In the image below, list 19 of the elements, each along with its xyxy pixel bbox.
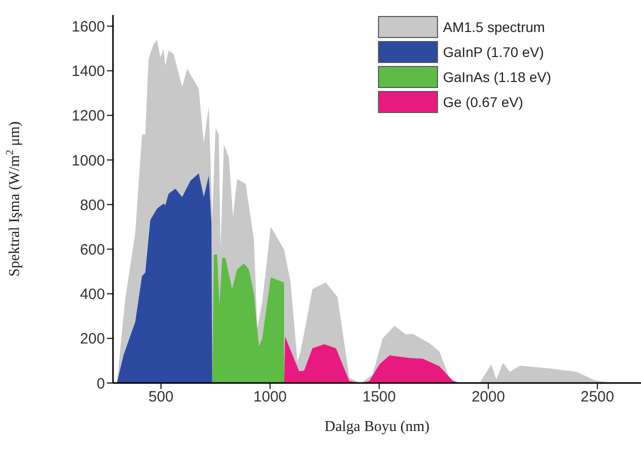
x-tick-label: 1500	[362, 388, 396, 406]
x-tick-label: 500	[148, 388, 174, 406]
y-tick-label: 400	[80, 286, 105, 304]
legend-label: AM1.5 spectrum	[443, 18, 545, 34]
legend-label: GaInP (1.70 eV)	[443, 44, 544, 60]
y-tick-label: 200	[80, 330, 105, 348]
y-tick-label: 1000	[72, 152, 105, 170]
y-tick-label: 1600	[72, 18, 105, 36]
y-tick-label: 1400	[72, 63, 105, 80]
y-tick-label: 600	[80, 242, 105, 259]
legend-label: Ge (0.67 eV)	[443, 94, 524, 110]
x-tick-label: 1000	[253, 388, 287, 406]
y-tick-label: 1200	[72, 108, 105, 125]
y-tick-label: 800	[80, 196, 105, 214]
x-axis-title: Dalga Boyu (nm)	[324, 419, 430, 435]
y-tick-label: 0	[96, 375, 105, 392]
x-tick-label: 2000	[472, 388, 505, 406]
legend-label: GaInAs (1.18 eV)	[443, 68, 552, 84]
x-tick-label: 2500	[580, 388, 614, 406]
